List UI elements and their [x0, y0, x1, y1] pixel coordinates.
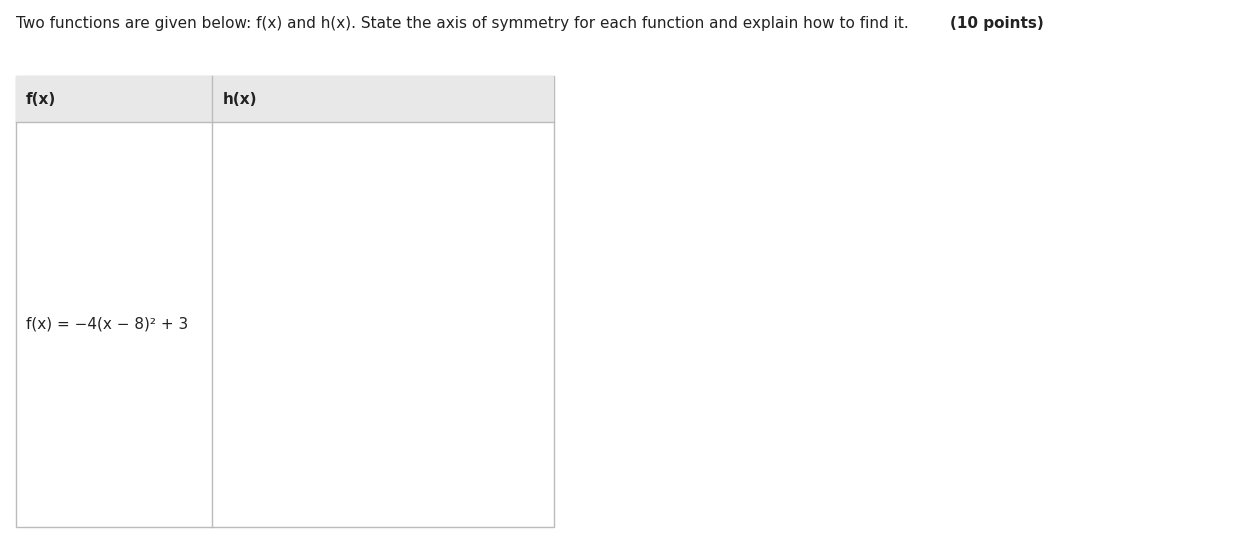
Text: Two functions are given below: f(x) and h(x). State the axis of symmetry for eac: Two functions are given below: f(x) and …: [16, 16, 914, 31]
Text: f(x): f(x): [26, 92, 56, 106]
Text: f(x) = −4(x − 8)² + 3: f(x) = −4(x − 8)² + 3: [26, 317, 188, 332]
Text: h(x): h(x): [396, 475, 418, 484]
Text: h(x): h(x): [223, 92, 257, 106]
Text: (10 points): (10 points): [950, 16, 1044, 31]
